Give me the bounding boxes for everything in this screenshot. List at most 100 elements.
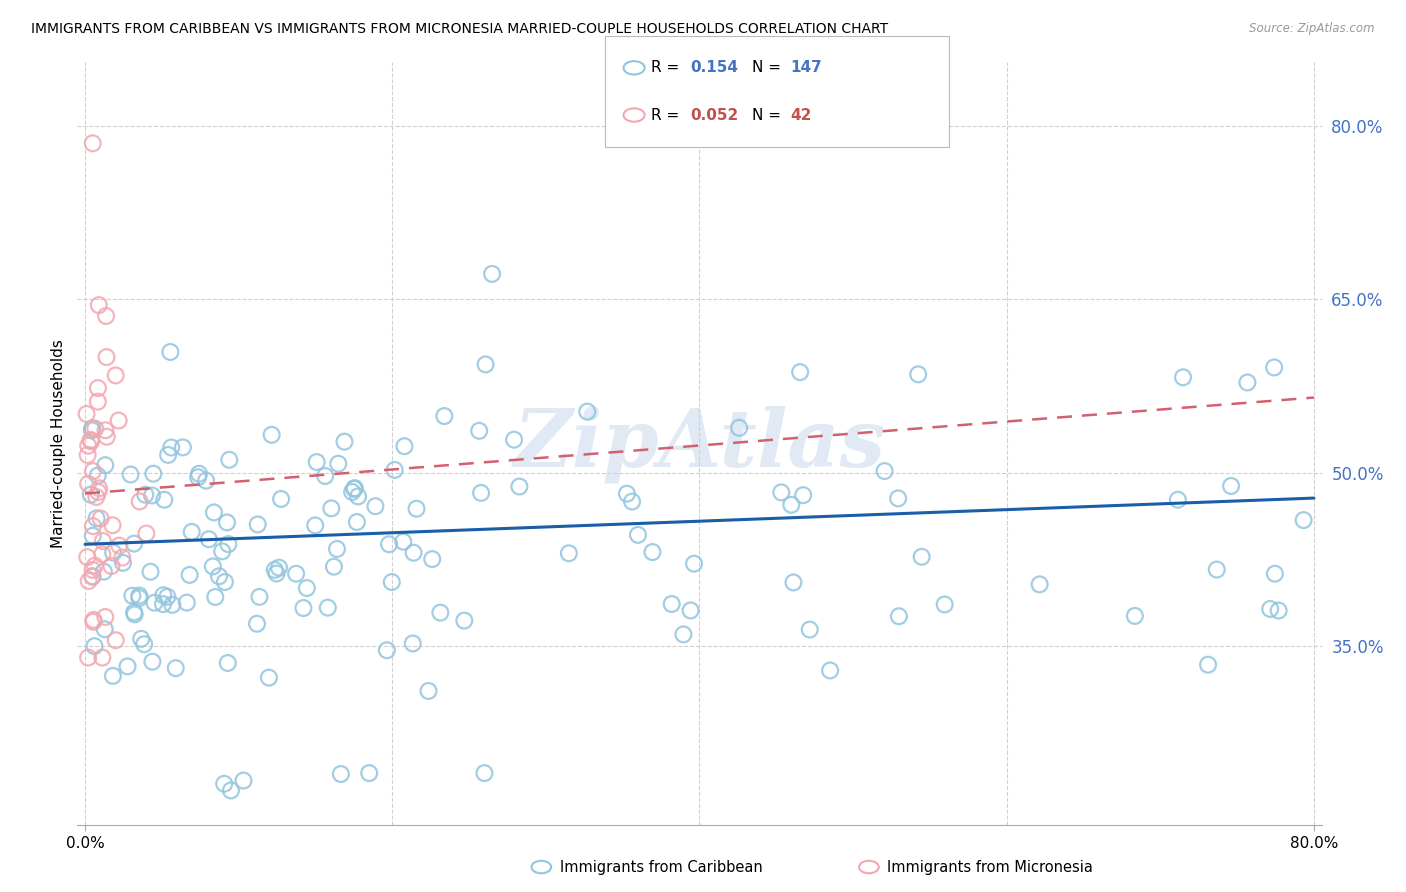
Point bbox=[111, 550, 134, 565]
Point bbox=[508, 479, 530, 493]
Point bbox=[111, 556, 134, 570]
Point bbox=[1258, 602, 1281, 616]
Text: 0.052: 0.052 bbox=[690, 108, 738, 122]
Point bbox=[305, 455, 328, 469]
Point bbox=[87, 298, 110, 312]
Text: Source: ZipAtlas.com: Source: ZipAtlas.com bbox=[1250, 22, 1375, 36]
Point bbox=[180, 524, 202, 539]
Point bbox=[84, 422, 107, 436]
Point bbox=[343, 481, 366, 495]
Point bbox=[83, 613, 105, 627]
Point bbox=[142, 467, 165, 481]
Point bbox=[134, 488, 156, 502]
Point bbox=[418, 684, 440, 698]
Point bbox=[1167, 492, 1189, 507]
Point bbox=[1205, 563, 1227, 577]
Text: R =: R = bbox=[651, 108, 679, 122]
Text: 42: 42 bbox=[790, 108, 811, 122]
Point bbox=[83, 639, 105, 653]
Point bbox=[124, 607, 146, 622]
Point bbox=[122, 536, 145, 550]
Point bbox=[100, 559, 122, 574]
Point bbox=[503, 433, 526, 447]
Point bbox=[267, 560, 290, 574]
Text: 147: 147 bbox=[790, 61, 823, 75]
Y-axis label: Married-couple Households: Married-couple Households bbox=[51, 339, 66, 549]
Point bbox=[270, 491, 292, 506]
Point bbox=[616, 486, 638, 500]
Point bbox=[873, 464, 896, 478]
Point bbox=[481, 267, 503, 281]
Point bbox=[911, 549, 934, 564]
Point bbox=[627, 528, 650, 542]
Point bbox=[887, 491, 910, 506]
Point bbox=[201, 559, 224, 574]
Point bbox=[211, 544, 233, 558]
Point bbox=[340, 484, 363, 499]
Point bbox=[82, 421, 104, 435]
Point bbox=[152, 597, 174, 611]
Point bbox=[83, 558, 105, 573]
Text: N =: N = bbox=[752, 61, 782, 75]
Point bbox=[188, 467, 211, 481]
Point bbox=[343, 482, 366, 496]
Point bbox=[260, 427, 283, 442]
Point bbox=[80, 488, 103, 502]
Point bbox=[91, 650, 114, 665]
Point bbox=[1292, 513, 1315, 527]
Text: IMMIGRANTS FROM CARIBBEAN VS IMMIGRANTS FROM MICRONESIA MARRIED-COUPLE HOUSEHOLD: IMMIGRANTS FROM CARIBBEAN VS IMMIGRANTS … bbox=[31, 22, 889, 37]
Point bbox=[295, 581, 318, 595]
Point bbox=[316, 600, 339, 615]
Point bbox=[347, 490, 370, 504]
Point bbox=[156, 590, 179, 604]
Point bbox=[107, 413, 129, 427]
Point bbox=[80, 423, 103, 437]
Point bbox=[160, 441, 183, 455]
Point bbox=[103, 546, 125, 560]
Point bbox=[1267, 603, 1289, 617]
Point bbox=[1220, 479, 1243, 493]
Point bbox=[266, 566, 288, 581]
Point bbox=[157, 448, 180, 462]
Point bbox=[204, 590, 226, 604]
Point bbox=[1197, 657, 1219, 672]
Point bbox=[641, 545, 664, 559]
Point bbox=[326, 541, 349, 556]
Point bbox=[96, 430, 118, 444]
Point bbox=[378, 537, 401, 551]
Point bbox=[143, 596, 166, 610]
Point bbox=[82, 519, 104, 533]
Point bbox=[208, 569, 231, 583]
Point bbox=[907, 368, 929, 382]
Point bbox=[792, 488, 814, 502]
Point bbox=[86, 490, 108, 504]
Point bbox=[328, 457, 350, 471]
Point bbox=[329, 767, 352, 781]
Point bbox=[364, 499, 387, 513]
Point bbox=[82, 136, 104, 151]
Point bbox=[87, 381, 110, 395]
Point bbox=[333, 434, 356, 449]
Point bbox=[661, 597, 683, 611]
Text: ZipAtlas: ZipAtlas bbox=[513, 405, 886, 483]
Point bbox=[304, 518, 326, 533]
Point bbox=[128, 494, 150, 508]
Point bbox=[93, 622, 115, 636]
Point bbox=[285, 566, 308, 581]
Point bbox=[263, 563, 285, 577]
Point bbox=[323, 559, 346, 574]
Point bbox=[91, 534, 114, 549]
Point bbox=[405, 501, 427, 516]
Point bbox=[176, 596, 198, 610]
Point bbox=[292, 601, 315, 615]
Point bbox=[122, 605, 145, 619]
Point bbox=[887, 609, 910, 624]
Point bbox=[93, 565, 115, 579]
Point bbox=[219, 783, 242, 797]
Point bbox=[82, 569, 104, 583]
Point bbox=[86, 511, 108, 525]
Point bbox=[87, 394, 110, 409]
Point bbox=[82, 570, 104, 584]
Point bbox=[818, 664, 841, 678]
Point bbox=[429, 606, 451, 620]
